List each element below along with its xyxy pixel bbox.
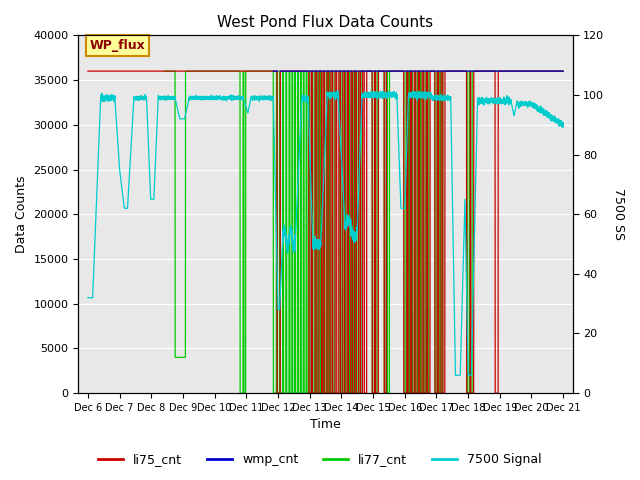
Text: WP_flux: WP_flux xyxy=(90,39,145,52)
X-axis label: Time: Time xyxy=(310,419,341,432)
Y-axis label: Data Counts: Data Counts xyxy=(15,176,28,253)
Y-axis label: 7500 SS: 7500 SS xyxy=(612,188,625,240)
Title: West Pond Flux Data Counts: West Pond Flux Data Counts xyxy=(218,15,433,30)
Legend: li75_cnt, wmp_cnt, li77_cnt, 7500 Signal: li75_cnt, wmp_cnt, li77_cnt, 7500 Signal xyxy=(93,448,547,471)
